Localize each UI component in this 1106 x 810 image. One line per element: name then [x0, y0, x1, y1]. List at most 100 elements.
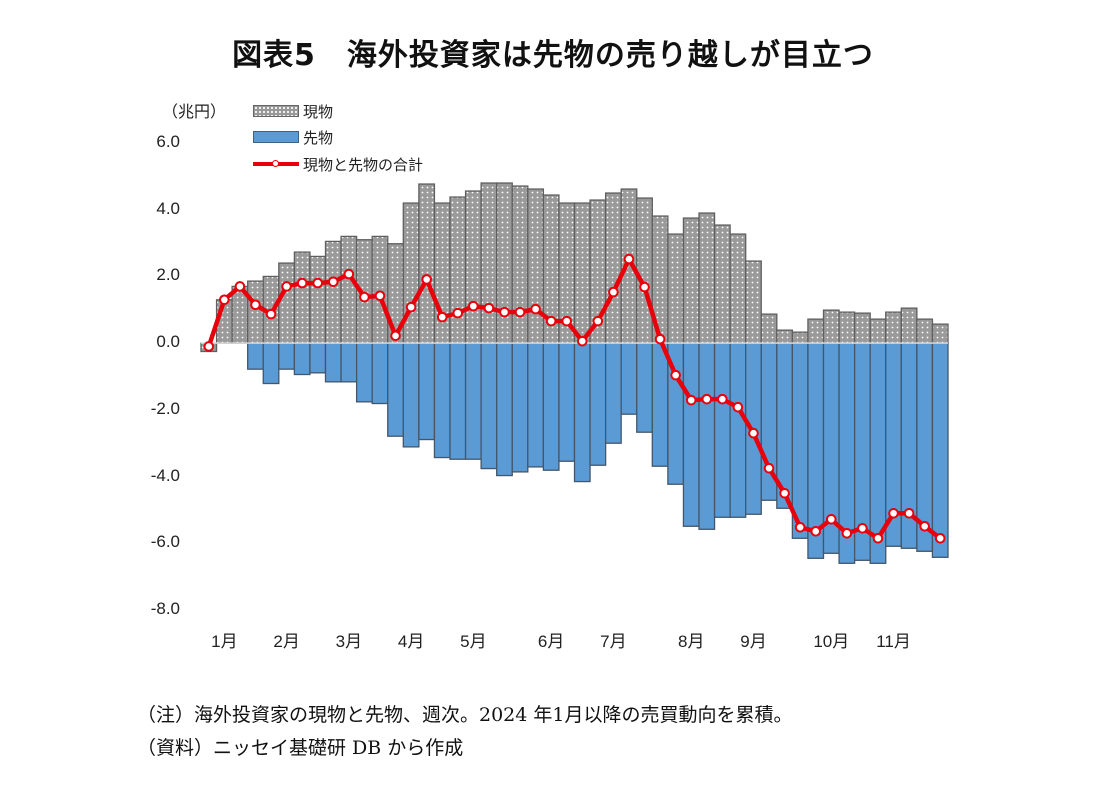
spot-bar	[729, 233, 747, 344]
legend-item-spot: 現物	[253, 101, 333, 121]
total-point	[919, 520, 930, 532]
spot-bar	[900, 307, 918, 344]
y-tick-label: 6.0	[156, 132, 180, 151]
futures-bar	[511, 342, 529, 473]
total-point	[763, 462, 775, 474]
futures-bar	[682, 342, 700, 527]
futures-bar	[636, 342, 653, 433]
footnote-note: （注）海外投資家の現物と先物、週次。2024 年1月以降の売買動向を累積。	[137, 704, 793, 726]
futures-bar	[464, 342, 482, 460]
total-point	[530, 303, 541, 315]
futures-bar	[698, 342, 716, 530]
spot-bars	[200, 182, 949, 353]
futures-bar	[620, 342, 638, 415]
total-point	[219, 294, 230, 306]
x-tick-label: 11月	[876, 632, 911, 651]
total-point	[576, 335, 588, 347]
futures-bar	[433, 342, 451, 459]
spot-bar	[604, 192, 622, 344]
total-point	[608, 286, 619, 298]
total-point	[888, 507, 899, 519]
spot-bar	[496, 182, 513, 344]
futures-bar	[931, 342, 949, 558]
legend-swatch-total-line	[253, 158, 299, 170]
spot-bar	[931, 323, 949, 344]
futures-bar	[496, 342, 513, 477]
futures-bar	[387, 342, 404, 437]
spot-bar	[527, 188, 545, 344]
total-point	[670, 369, 681, 381]
futures-bar	[309, 342, 327, 374]
total-point	[374, 290, 386, 302]
total-point	[312, 277, 324, 289]
spot-bar	[480, 182, 498, 344]
futures-bar	[713, 342, 731, 518]
total-point	[436, 311, 448, 323]
total-point	[717, 393, 728, 405]
legend-item-futures: 先物	[253, 127, 333, 147]
futures-bar	[480, 342, 498, 470]
legend-label-total: 現物と先物の合計	[303, 155, 424, 174]
total-point	[841, 527, 853, 539]
futures-bar	[449, 342, 467, 460]
spot-bar	[293, 251, 311, 344]
spot-bar	[776, 329, 794, 344]
spot-bar	[371, 235, 389, 344]
legend-label-spot: 現物	[303, 102, 334, 121]
spot-bar	[869, 318, 887, 344]
y-tick-label: -4.0	[150, 465, 180, 485]
legend-swatch-futures	[253, 131, 299, 143]
total-point	[234, 281, 246, 292]
spot-bar	[402, 202, 420, 344]
x-tick-label: 10月	[813, 632, 850, 651]
total-point	[499, 306, 510, 318]
x-tick-label: 3月	[335, 632, 363, 651]
spot-bar	[464, 190, 482, 344]
x-tick-label: 8月	[677, 632, 705, 651]
total-point	[359, 291, 370, 303]
total-point	[794, 521, 806, 533]
total-point	[203, 341, 215, 352]
spot-bar	[511, 185, 529, 344]
total-line-series	[203, 253, 946, 544]
futures-bar	[247, 342, 264, 370]
x-tick-label: 7月	[600, 632, 627, 651]
futures-bar	[604, 342, 622, 444]
futures-bar	[791, 342, 809, 539]
spot-bar	[573, 202, 591, 344]
futures-bar	[542, 342, 560, 471]
futures-bar	[402, 342, 420, 448]
x-tick-label: 4月	[397, 632, 425, 651]
chart-title: 図表5 海外投資家は先物の売り越しが目立つ	[232, 38, 874, 73]
futures-bar	[262, 342, 280, 385]
futures-bar	[729, 342, 747, 518]
total-point	[872, 532, 884, 544]
futures-bars	[247, 342, 949, 564]
y-axis-unit-label: （兆円）	[162, 102, 227, 121]
total-point	[592, 315, 604, 327]
total-point	[405, 301, 417, 313]
x-tick-label: 6月	[537, 632, 565, 651]
x-tick-label: 2月	[273, 632, 300, 651]
spot-bar	[667, 233, 685, 344]
spot-bar	[449, 196, 467, 344]
total-point	[934, 532, 946, 544]
futures-bar	[589, 342, 607, 466]
total-point	[545, 315, 557, 327]
total-point	[296, 277, 308, 289]
spot-bar	[791, 331, 809, 344]
futures-bar	[340, 342, 358, 383]
total-point	[452, 307, 464, 319]
spot-bar	[309, 255, 327, 344]
total-point	[514, 306, 526, 318]
total-point	[857, 522, 868, 534]
futures-bar	[651, 342, 669, 467]
spot-bar	[916, 318, 934, 344]
spot-bar	[885, 311, 902, 344]
y-tick-label: 2.0	[156, 265, 180, 285]
y-tick-label: -2.0	[150, 398, 180, 418]
spot-bar	[340, 235, 358, 344]
y-tick-label: -8.0	[150, 599, 180, 618]
y-tick-label: -6.0	[150, 532, 180, 552]
spot-bar	[760, 313, 778, 344]
